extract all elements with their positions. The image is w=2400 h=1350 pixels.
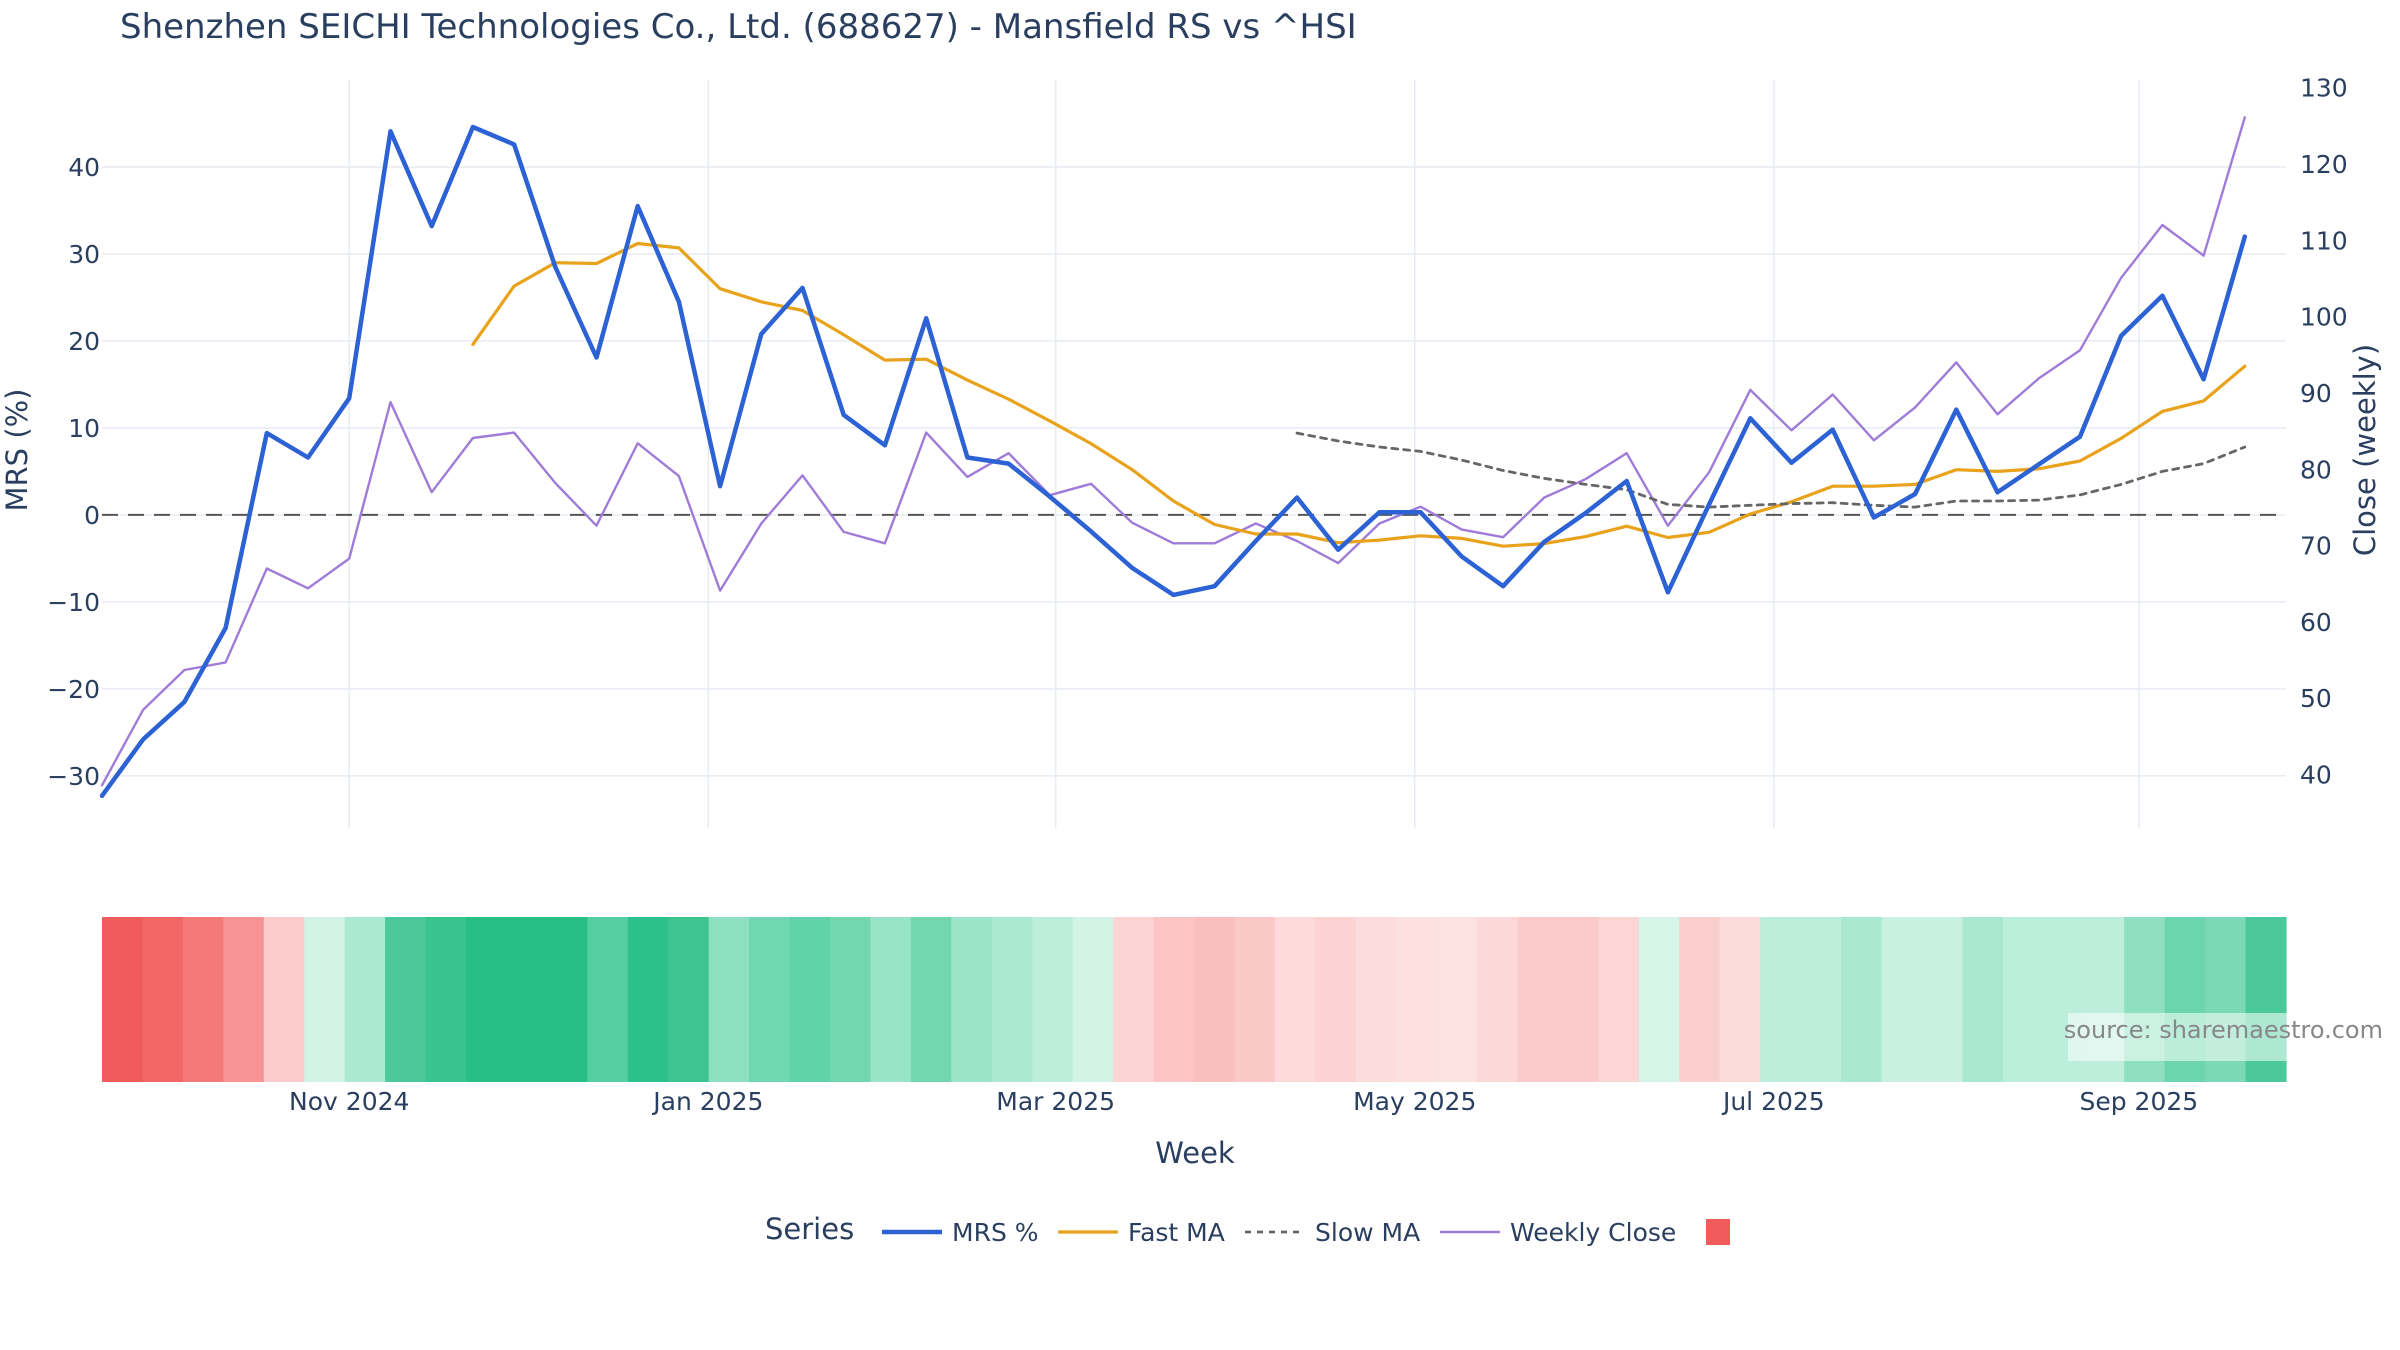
- heatmap-cell: [951, 917, 993, 1082]
- heatmap-cell: [1436, 917, 1478, 1082]
- legend: Series MRS % Fast MA Slow MA Weekly Close: [765, 1212, 1730, 1247]
- heatmap-cell: [1234, 917, 1276, 1082]
- heatmap-cell: [263, 917, 305, 1082]
- legend-heatmap-swatch: [1706, 1219, 1730, 1245]
- series-line-mrs: [99, 124, 2248, 799]
- y-right-tick-label: 100: [2300, 303, 2348, 332]
- y-left-tick-label: −20: [47, 675, 100, 704]
- y-axis-right-label: Close (weekly): [2348, 344, 2382, 556]
- heatmap-cell: [425, 917, 467, 1082]
- heatmap-cell: [223, 917, 265, 1082]
- heatmap-cell: [1477, 917, 1519, 1082]
- y-left-tick-label: 40: [68, 153, 100, 182]
- chart-title: Shenzhen SEICHI Technologies Co., Ltd. (…: [120, 7, 1357, 47]
- source-annotation: source: sharemaestro.com: [2064, 1016, 2383, 1044]
- heatmap-cell: [506, 917, 548, 1082]
- y-right-tick-label: 50: [2300, 684, 2332, 713]
- heatmap-cell: [1881, 917, 1923, 1082]
- left-axis-ticks: −30 −20 −10 0 10 20 30 40: [47, 153, 100, 791]
- y-left-tick-label: −30: [47, 762, 100, 791]
- heatmap-cell: [1315, 917, 1357, 1082]
- x-axis-ticks: Nov 2024 Jan 2025 Mar 2025 May 2025 Jul 2025…: [289, 1087, 2198, 1116]
- x-tick-label: Jan 2025: [651, 1087, 763, 1116]
- y-right-tick-label: 120: [2300, 150, 2348, 179]
- x-tick-label: May 2025: [1353, 1087, 1476, 1116]
- y-left-tick-label: 0: [84, 501, 100, 530]
- heatmap-cell: [344, 917, 386, 1082]
- x-tick-label: Nov 2024: [289, 1087, 409, 1116]
- heatmap-cell: [1517, 917, 1559, 1082]
- series-line-slow-ma: [1295, 431, 2247, 509]
- heatmap-cell: [749, 917, 791, 1082]
- heatmap-cell: [1760, 917, 1802, 1082]
- y-left-tick-label: 10: [68, 414, 100, 443]
- y-left-tick-label: 30: [68, 240, 100, 269]
- x-axis-label: Week: [1155, 1136, 1235, 1170]
- heatmap-cell: [304, 917, 346, 1082]
- heatmap-cell: [182, 917, 224, 1082]
- heatmap-cell: [668, 917, 710, 1082]
- x-tick-label: Sep 2025: [2079, 1087, 2198, 1116]
- y-right-tick-label: 130: [2300, 74, 2348, 103]
- series-line-fast-ma: [471, 241, 2247, 548]
- y-left-tick-label: 20: [68, 327, 100, 356]
- x-tick-label: Jul 2025: [1721, 1087, 1825, 1116]
- heatmap-cell: [1558, 917, 1600, 1082]
- y-right-tick-label: 70: [2300, 532, 2332, 561]
- heatmap-cell: [991, 917, 1033, 1082]
- legend-label: Weekly Close: [1510, 1218, 1676, 1247]
- grid-lines: [102, 80, 2286, 828]
- heatmap-cell: [1598, 917, 1640, 1082]
- heatmap-cell: [1194, 917, 1236, 1082]
- series-lines: [99, 116, 2248, 799]
- heatmap-cell: [870, 917, 912, 1082]
- heatmap-cell: [1032, 917, 1074, 1082]
- mrs-heatmap-strip: [102, 917, 2398, 1082]
- legend-title: Series: [765, 1212, 854, 1246]
- heatmap-cell: [789, 917, 831, 1082]
- heatmap-cell: [1719, 917, 1761, 1082]
- heatmap-cell: [830, 917, 872, 1082]
- heatmap-cell: [587, 917, 629, 1082]
- heatmap-cell: [708, 917, 750, 1082]
- heatmap-cell: [1355, 917, 1397, 1082]
- y-axis-left-label: MRS (%): [0, 389, 34, 512]
- heatmap-cell: [1922, 917, 1964, 1082]
- x-tick-label: Mar 2025: [996, 1087, 1115, 1116]
- heatmap-cell: [142, 917, 184, 1082]
- heatmap-cell: [1638, 917, 1680, 1082]
- heatmap-cell: [1113, 917, 1155, 1082]
- heatmap-cell: [102, 917, 144, 1082]
- series-line-weekly-close: [100, 116, 2247, 787]
- y-left-tick-label: −10: [47, 588, 100, 617]
- heatmap-cell: [546, 917, 588, 1082]
- heatmap-cell: [627, 917, 669, 1082]
- heatmap-cell: [1800, 917, 1842, 1082]
- heatmap-cell: [385, 917, 427, 1082]
- heatmap-cell: [2002, 917, 2044, 1082]
- source-annotation-bg: [2068, 1013, 2398, 1061]
- heatmap-cell: [1274, 917, 1316, 1082]
- legend-label: Slow MA: [1315, 1218, 1420, 1247]
- heatmap-cell: [1153, 917, 1195, 1082]
- heatmap-cell: [1072, 917, 1114, 1082]
- y-right-tick-label: 110: [2300, 226, 2348, 255]
- heatmap-cell: [1679, 917, 1721, 1082]
- y-right-tick-label: 80: [2300, 455, 2332, 484]
- y-right-tick-label: 60: [2300, 608, 2332, 637]
- heatmap-cell: [1396, 917, 1438, 1082]
- legend-label: MRS %: [952, 1218, 1039, 1247]
- legend-label: Fast MA: [1128, 1218, 1225, 1247]
- y-right-tick-label: 40: [2300, 761, 2332, 790]
- heatmap-cell: [1962, 917, 2004, 1082]
- heatmap-cell: [466, 917, 508, 1082]
- heatmap-cell: [910, 917, 952, 1082]
- y-right-tick-label: 90: [2300, 379, 2332, 408]
- right-axis-ticks: 40 50 60 70 80 90 100 110 120 130: [2300, 74, 2348, 790]
- heatmap-cell: [1841, 917, 1883, 1082]
